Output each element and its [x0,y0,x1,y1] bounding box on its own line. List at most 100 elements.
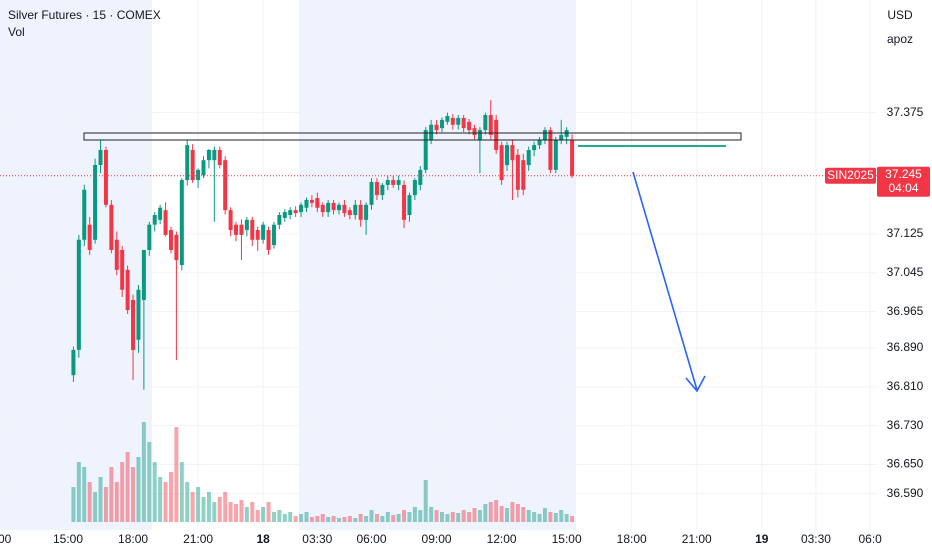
x-tick-label: 21:00 [183,532,213,546]
volume-bar [380,516,385,522]
candle-body [499,145,504,181]
candle-body [423,130,428,170]
y-tick-label: 37.375 [887,105,924,119]
candle-body [445,115,450,122]
x-tick-label: 12:00 [487,532,517,546]
x-tick-label: 03:30 [801,532,831,546]
x-tick-label: 18:00 [118,532,148,546]
candle-body [168,230,173,250]
volume-bar [217,497,222,522]
volume-bar [82,467,87,522]
volume-bar [163,482,168,522]
overlay: 37.375 37.125 37.045 36.965 36.890 36.810 36.7… [0,105,930,546]
symbol-tag-box [825,167,876,184]
y-tick-label: 36.650 [887,457,924,471]
candle-body [288,210,293,216]
x-tick-label: 15:00 [552,532,582,546]
candle-body [456,117,461,125]
candle-body [87,224,92,250]
candle-body [136,289,141,340]
volume-bar [553,513,558,522]
candle-body [559,134,564,140]
candle-body [320,204,325,213]
chart-title: Silver Futures · 15 · COMEX [8,8,161,22]
volume-bar [293,516,298,522]
candle-body [185,145,190,181]
candle-body [374,182,379,196]
price-tag: 37.245 [885,167,922,181]
candle-body [190,149,195,181]
candle-body [434,124,439,131]
candle-body [429,124,434,140]
candle-body [271,224,276,246]
volume-bar [505,508,510,522]
volume-bar [548,512,553,522]
candle-body [472,128,477,135]
candle-body [282,212,287,218]
volume-bar [174,427,179,522]
volume-bar [402,510,407,522]
candle-body [196,169,201,181]
candle-body [548,130,553,170]
candle-body [109,204,114,250]
candle-body [212,149,217,161]
volume-bar [434,510,439,522]
candle-body [223,160,228,211]
x-tick-label: 06:00 [357,532,387,546]
volume-bar [331,516,336,522]
candle-body [206,149,211,161]
volume-bar [109,467,114,522]
candle-body [244,219,249,231]
volume-bar [532,512,537,522]
candle-body [380,184,385,196]
candle-body [477,130,482,140]
candle-body [542,130,547,140]
volume-bar [168,472,173,522]
candle-body [163,210,168,235]
volume-bar [250,502,255,522]
candle-body [179,180,184,265]
volume-bar [526,510,531,522]
volume-bar [206,492,211,522]
session-band [0,0,152,530]
candle-body [125,269,130,311]
volume-bar [120,462,125,522]
volume-bar [266,502,271,522]
currency[interactable]: USD [887,8,913,22]
volume-bar [239,500,244,522]
volume-bar [141,422,146,522]
candle-body [250,219,255,240]
candle-body [439,119,444,129]
candle-body [71,349,76,376]
candle-body [315,198,320,208]
volume-bar [212,502,217,522]
volume-bar [337,518,341,522]
volume-bar [396,514,401,522]
volume-bar [515,504,520,522]
volume-bar [185,482,190,522]
candle-body [461,117,466,129]
volume-bar [98,477,103,522]
volume-bar [152,462,157,522]
y-tick-label: 36.730 [887,418,924,432]
candle-body [505,145,510,166]
volume-bar [114,482,119,522]
volume-bar [494,500,499,522]
volume-layer [71,422,575,522]
volume-bar [131,467,136,522]
candle-body [488,115,493,135]
volume-bar [179,462,184,522]
volume-bar [510,502,515,522]
candle-body [510,145,515,161]
volume-bar [369,510,374,522]
drawn-rectangle[interactable] [83,132,742,141]
candle-body [532,145,537,150]
volume-bar [201,497,206,522]
volume-bar [483,504,488,522]
drawn-arrow[interactable] [632,171,706,393]
candle-body [537,139,542,146]
volume-bar [564,514,569,522]
candle-layer [71,99,575,390]
y-tick-label: 37.045 [887,265,924,279]
session-band [299,0,576,530]
